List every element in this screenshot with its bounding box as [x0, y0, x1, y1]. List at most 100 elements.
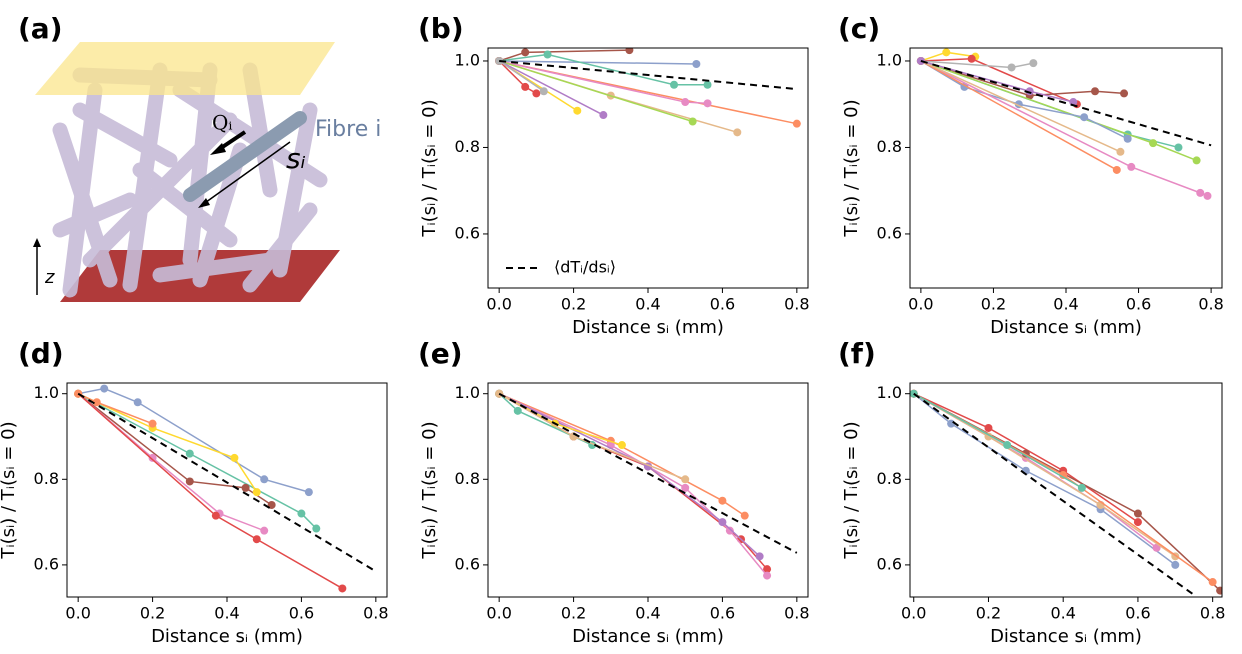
y-tick-label: 0.6	[455, 223, 480, 242]
data-point	[1077, 483, 1086, 492]
data-point	[755, 552, 764, 561]
axis-label: z	[44, 267, 55, 288]
x-tick-label: 0.4	[214, 604, 239, 623]
data-point	[733, 128, 742, 137]
data-point	[312, 524, 321, 533]
trend-line	[499, 59, 797, 91]
data-point	[1080, 113, 1089, 122]
fibres	[52, 62, 328, 298]
x-tick-label: 0.0	[901, 604, 926, 623]
y-axis-label: Tᵢ(sᵢ) / Tᵢ(sᵢ = 0)	[841, 421, 862, 559]
data-point	[148, 453, 157, 462]
series-line	[77, 393, 258, 493]
trend-line	[920, 60, 1212, 147]
plot-area	[916, 48, 1212, 200]
data-point	[92, 398, 101, 407]
plot-frame	[909, 382, 1223, 598]
panel-label: (f)	[838, 337, 876, 370]
x-tick-label: 0.8	[784, 604, 809, 623]
y-tick-label: 0.8	[34, 469, 59, 488]
plot-area	[495, 48, 801, 137]
series-line	[77, 393, 153, 425]
data-point	[1203, 191, 1212, 200]
series-line	[913, 393, 1214, 583]
series-line	[913, 393, 1176, 557]
series-line	[498, 60, 545, 92]
data-point	[543, 50, 552, 59]
y-tick-label: 0.8	[455, 469, 480, 488]
data-point	[1133, 509, 1142, 518]
series-line	[498, 393, 746, 517]
flux-arrowhead	[210, 143, 226, 155]
data-point	[1025, 87, 1034, 96]
distance-arrow	[201, 141, 291, 206]
data-point	[1171, 560, 1180, 569]
x-tick-label: 0.4	[1050, 604, 1075, 623]
data-point	[681, 98, 690, 107]
data-point	[148, 419, 157, 428]
series-line	[920, 60, 1125, 97]
data-point	[100, 384, 109, 393]
x-tick-label: 0.4	[1053, 295, 1078, 314]
panel-label: (d)	[18, 337, 64, 370]
series-line	[499, 60, 697, 65]
data-point	[185, 477, 194, 486]
plot-area	[74, 384, 377, 593]
data-point	[692, 60, 701, 68]
panel-label: (e)	[418, 337, 463, 370]
data-point	[260, 475, 269, 484]
trend-line	[913, 392, 1195, 596]
data-point	[718, 496, 727, 505]
trend-line	[498, 392, 798, 554]
x-tick-label: 0.6	[1125, 604, 1150, 623]
x-tick-label: 0.2	[976, 604, 1001, 623]
series-line	[913, 393, 1083, 489]
data-point	[599, 111, 608, 120]
data-point	[1208, 578, 1217, 587]
data-point	[532, 89, 541, 98]
x-tick-label: 0.2	[981, 295, 1006, 314]
fibre-label: Fibre i	[315, 117, 381, 142]
data-point	[942, 48, 951, 57]
y-tick-label: 0.8	[877, 137, 902, 156]
data-point	[1127, 162, 1136, 171]
chart-panel: 0.0 0.2 0.4 0.6 0.8 0.6 0.8 1.0 Distance sᵢ (mm)…	[418, 12, 810, 338]
y-tick-label: 1.0	[877, 50, 902, 69]
x-axis-label: Distance sᵢ (mm)	[572, 626, 724, 647]
y-tick-label: 0.6	[877, 554, 902, 573]
plot-area	[910, 389, 1222, 596]
x-tick-label: 0.2	[561, 295, 586, 314]
data-point	[763, 565, 772, 574]
data-point	[252, 488, 261, 497]
data-point	[252, 535, 261, 544]
data-point	[1059, 471, 1068, 480]
chart-panel: 0.0 0.2 0.4 0.6 0.8 0.6 0.8 1.0 Distance sᵢ (mm)…	[838, 12, 1224, 338]
z-arrowhead	[33, 238, 41, 247]
series-line	[77, 393, 273, 506]
data-point	[230, 453, 239, 462]
y-tick-label: 1.0	[877, 383, 902, 402]
illustration: (a) Fibre i Qᵢ sᵢ z	[18, 12, 381, 302]
data-point	[763, 571, 772, 580]
chart-panel: 0.0 0.2 0.4 0.6 0.8 0.6 0.8 1.0 Distance sᵢ (mm)…	[838, 337, 1225, 647]
data-point	[1003, 441, 1012, 450]
data-point	[1216, 586, 1222, 595]
chart-panel: 0.0 0.2 0.4 0.6 0.8 0.6 0.8 1.0 Distance sᵢ (mm)…	[418, 337, 810, 647]
data-point	[185, 449, 194, 458]
x-tick-label: 0.6	[710, 295, 735, 314]
data-point	[1029, 59, 1038, 68]
data-point	[792, 119, 801, 128]
panel-label: (b)	[418, 12, 464, 45]
data-point	[718, 518, 727, 527]
x-tick-label: 0.4	[635, 295, 660, 314]
data-point	[539, 87, 548, 96]
x-tick-label: 0.6	[710, 604, 735, 623]
series-line	[498, 60, 604, 116]
x-tick-label: 0.2	[561, 604, 586, 623]
data-point	[670, 80, 679, 89]
data-point	[521, 48, 530, 57]
y-tick-label: 1.0	[34, 383, 59, 402]
data-point	[1133, 518, 1142, 527]
data-point	[725, 526, 734, 535]
